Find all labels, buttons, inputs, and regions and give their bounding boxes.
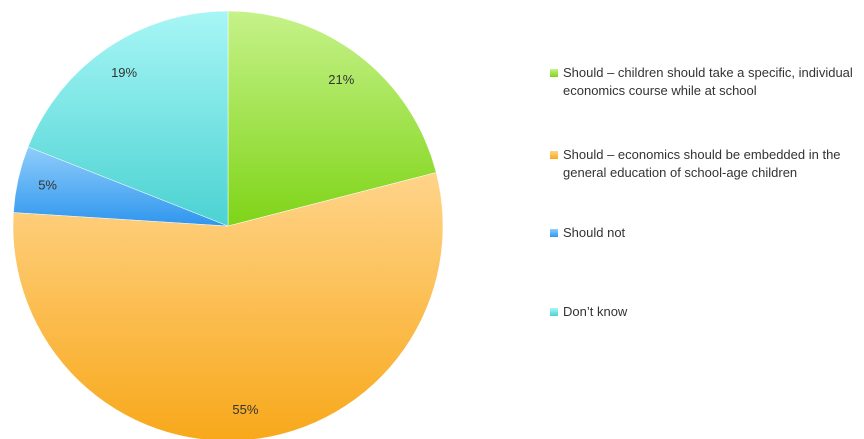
pie-labels: 21% 55% 5% 19% <box>38 65 355 417</box>
legend-label-should-course: Should – children should take a specific… <box>563 65 853 98</box>
legend-item-dont-know: Don’t know <box>550 303 860 321</box>
legend-swatch-should-course <box>550 69 558 77</box>
legend-item-should-embedded: Should – economics should be embedded in… <box>550 146 860 182</box>
legend-swatch-should-not <box>550 229 558 237</box>
legend-swatch-dont-know <box>550 308 558 316</box>
legend-swatch-should-embedded <box>550 151 558 159</box>
pie-label-dont-know: 19% <box>111 65 137 80</box>
legend-label-dont-know: Don’t know <box>563 304 628 319</box>
legend-label-should-not: Should not <box>563 225 626 240</box>
pie-slice-dont-know <box>27 10 229 227</box>
pie-label-should-course: 21% <box>328 72 354 87</box>
pie-slice-should-embedded <box>12 172 444 439</box>
legend-item-should-course: Should – children should take a specific… <box>550 64 860 100</box>
legend-label-should-embedded: Should – economics should be embedded in… <box>563 147 841 180</box>
legend-item-should-not: Should not <box>550 224 860 242</box>
pie-slice-should-course <box>227 10 437 227</box>
pie-label-should-not: 5% <box>38 178 57 193</box>
pie-label-should-embedded: 55% <box>232 402 258 417</box>
pie-slices <box>12 10 444 439</box>
